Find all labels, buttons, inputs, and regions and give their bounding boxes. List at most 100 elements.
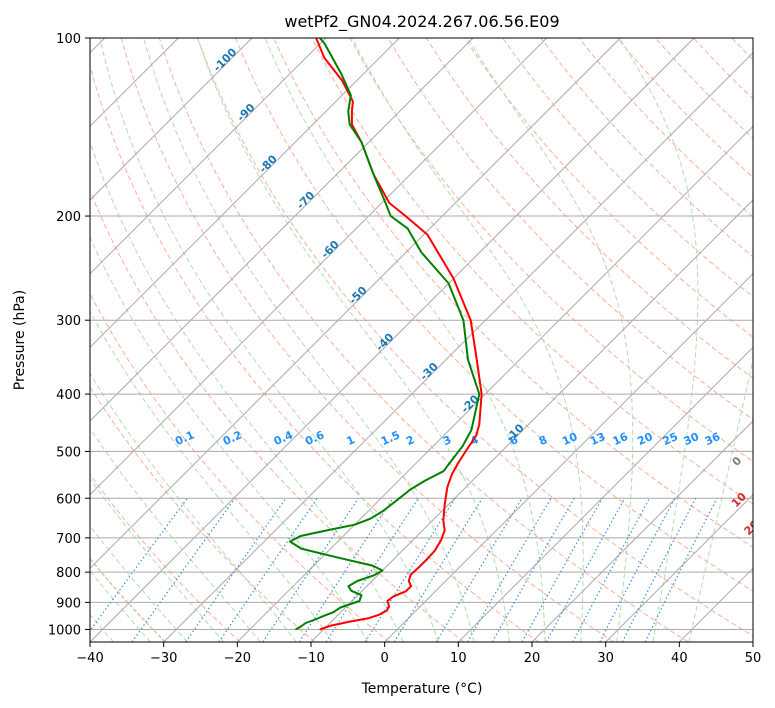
- moist-adiabat: [90, 525, 188, 642]
- y-tick-label: 600: [56, 492, 81, 507]
- dry-adiabat: [197, 38, 753, 637]
- x-tick-label: −20: [224, 651, 251, 666]
- dry-adiabat: [90, 189, 465, 642]
- mixing-ratio-label: 2: [404, 433, 416, 448]
- chart-title: wetPf2_GN04.2024.267.06.56.E09: [284, 12, 559, 32]
- isotherm-line: [90, 38, 400, 349]
- x-tick-label: 20: [524, 651, 541, 666]
- mixing-ratio-line: [545, 498, 626, 642]
- mixing-ratio-label: 8: [537, 433, 549, 448]
- mixing-ratio-label: 25: [661, 430, 680, 448]
- moist-adiabat-label: 20: [742, 518, 762, 538]
- mixing-ratio-label: 1.5: [379, 428, 402, 448]
- mixing-ratio-label: 0.1: [173, 428, 196, 448]
- y-tick-label: 1000: [48, 623, 81, 638]
- isotherm-line: [90, 38, 253, 201]
- dry-adiabat: [90, 63, 540, 642]
- mixing-ratio-line: [572, 498, 651, 642]
- mixing-ratio-line: [364, 497, 456, 642]
- reference-adiabat: [90, 557, 166, 642]
- moist-adiabat: [90, 427, 261, 642]
- moist-adiabat: [618, 38, 699, 642]
- moist-adiabat-label: 0: [730, 454, 745, 469]
- y-tick-label: 700: [56, 532, 81, 547]
- isotherm-label: -80: [257, 152, 280, 175]
- isotherm-label: -10: [503, 421, 526, 444]
- mixing-ratio-line: [599, 498, 676, 642]
- dry-adiabat: [90, 473, 241, 642]
- isotherm-line: [384, 272, 753, 642]
- isotherm-label: -90: [234, 101, 257, 124]
- moist-adiabat: [143, 38, 475, 642]
- mixing-ratio-line: [393, 497, 483, 642]
- sounding-profiles: [289, 38, 483, 631]
- mixing-ratio-label: 13: [588, 430, 607, 448]
- x-tick-label: −10: [297, 651, 324, 666]
- isotherm-line: [531, 420, 753, 642]
- y-axis-ticks: 100 200 300 400 500 600 700 800 900 1000: [48, 32, 90, 638]
- mixing-ratio-label: 30: [682, 430, 702, 448]
- isotherm-line: [90, 38, 621, 570]
- moist-adiabat: [688, 356, 753, 642]
- moist-adiabat: [90, 477, 225, 642]
- moist-adiabat-label: 30: [750, 550, 770, 570]
- isotherm-line: [90, 38, 327, 275]
- isotherm-line: [236, 125, 753, 642]
- isotherm-label: -100: [211, 45, 240, 74]
- dry-adiabat: [387, 38, 753, 421]
- x-tick-label: 10: [450, 651, 467, 666]
- mixing-ratio-label: 3: [441, 433, 453, 448]
- mixing-ratio-label: 0.2: [221, 428, 244, 448]
- dewpoint-profile: [289, 38, 481, 631]
- mixing-ratio-line: [621, 498, 697, 642]
- dry-adiabat: [655, 38, 753, 139]
- isotherm-label: -40: [373, 330, 396, 353]
- moist-adiabat-label: 40: [763, 581, 775, 601]
- mixing-ratio-label: 16: [611, 430, 631, 448]
- x-tick-label: 40: [671, 651, 688, 666]
- x-tick-label: −30: [150, 651, 177, 666]
- isotherm-label: -70: [294, 189, 317, 212]
- isotherm-line: [605, 493, 753, 642]
- mixing-ratio-label: 0.6: [303, 428, 326, 448]
- mixing-ratio-label: 20: [635, 430, 655, 448]
- mixing-ratio-line: [644, 498, 718, 642]
- isotherm-label: -60: [319, 238, 342, 261]
- y-tick-label: 500: [56, 445, 81, 460]
- y-tick-label: 300: [56, 314, 81, 329]
- dry-adiabat: [464, 38, 753, 338]
- isotherm-line: [678, 567, 753, 642]
- isotherm-line: [752, 641, 753, 642]
- x-axis-label: Temperature (°C): [361, 681, 483, 697]
- x-axis-ticks: −40 −30 −20 −10 0 10 20 30 40 50: [76, 642, 761, 666]
- background-lines: [90, 38, 775, 642]
- x-tick-label: 30: [597, 651, 614, 666]
- moist-adiabat: [351, 38, 584, 642]
- moist-adiabat: [90, 140, 404, 642]
- dry-adiabat: [770, 38, 775, 642]
- moist-adiabat: [99, 38, 439, 642]
- moist-adiabat-label: 10: [729, 490, 749, 510]
- isotherm-line: [90, 38, 695, 642]
- mixing-ratio-label: 36: [703, 430, 723, 448]
- moist-adiabat: [467, 38, 634, 642]
- dry-adiabat: [273, 38, 753, 548]
- moist-adiabat: [264, 38, 546, 642]
- moist-adiabat: [197, 38, 510, 642]
- dry-adiabat: [235, 38, 753, 592]
- dry-adiabat: [90, 292, 390, 642]
- moist-adiabat: [90, 310, 333, 642]
- mixing-ratio-line: [325, 497, 419, 642]
- x-tick-label: −40: [76, 651, 103, 666]
- dry-adiabat: [158, 38, 689, 642]
- dry-adiabat: [349, 38, 753, 463]
- y-tick-label: 800: [56, 566, 81, 581]
- mixing-ratio-label: 1: [345, 433, 357, 448]
- x-tick-label: 0: [381, 651, 389, 666]
- mixing-ratio-label: 10: [560, 430, 580, 448]
- mixing-ratio-line: [90, 497, 188, 632]
- isotherm-line: [310, 199, 753, 642]
- isotherm-line: [90, 38, 548, 496]
- mixing-ratio-line: [131, 497, 236, 642]
